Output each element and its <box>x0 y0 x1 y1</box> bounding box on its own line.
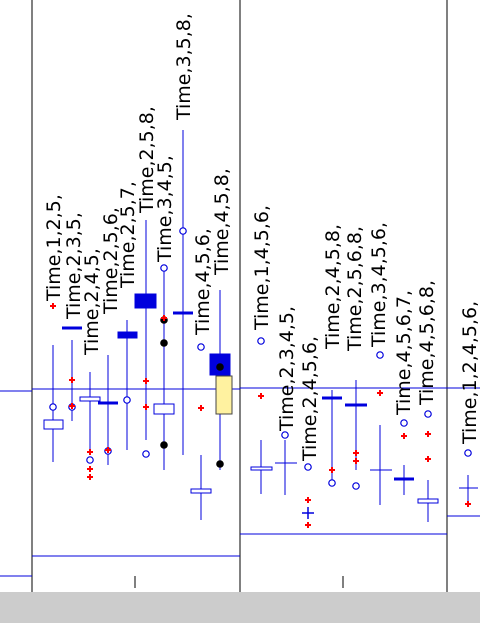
box-mark <box>190 488 212 494</box>
open-point <box>197 343 205 351</box>
series-label: Time,1,4,5,6, <box>251 205 273 331</box>
box-mark <box>153 403 175 415</box>
series-label: Time,3,4,5, <box>154 155 176 263</box>
series-label: Time,2,4,5, <box>81 248 103 356</box>
series-label: Time,2,5,7, <box>117 181 139 289</box>
open-point <box>281 431 289 439</box>
open-point <box>142 450 150 458</box>
box-mark <box>43 419 64 430</box>
filled-box <box>117 331 138 339</box>
series-label: Time,1,2,5, <box>43 194 65 302</box>
series-label: Time,2,5,8, <box>136 106 158 214</box>
series-label: Time,2,3,5, <box>63 212 85 320</box>
open-point <box>376 351 384 359</box>
open-point <box>123 396 131 404</box>
box-mark <box>250 466 273 471</box>
open-point <box>328 479 336 487</box>
series-label: Time,3,4,5,6, <box>368 222 390 348</box>
filled-point <box>160 339 168 347</box>
open-point <box>424 410 432 418</box>
status-strip <box>0 592 480 623</box>
open-point <box>304 463 312 471</box>
series-label: Time,1,2,4,5,6, <box>459 301 480 445</box>
series-label: Time,4,5,6, <box>192 228 214 336</box>
series-label: Time,2,4,5,6, <box>299 336 321 462</box>
series-label: Time,2,5,6,8, <box>344 226 366 352</box>
series-label: Time,2,3,4,5, <box>276 306 298 432</box>
box-mark <box>79 396 101 402</box>
box-mark <box>417 498 439 504</box>
series-label: Time,2,5,6, <box>100 207 122 315</box>
series-label: Time,4,5,8, <box>211 168 233 276</box>
open-point <box>179 227 187 235</box>
series-label: Time,4,5,6,8, <box>416 280 438 406</box>
open-point <box>49 403 57 411</box>
series-label: Time,4,5,6,7, <box>393 290 415 416</box>
filled-point <box>160 441 168 449</box>
highlight-box <box>215 375 233 415</box>
open-point <box>257 337 265 345</box>
open-point <box>400 419 408 427</box>
filled-point <box>216 363 224 371</box>
open-point <box>352 482 360 490</box>
series-label: Time,2,4,5,8, <box>322 224 344 350</box>
filled-point <box>216 460 224 468</box>
open-point <box>160 264 168 272</box>
open-point <box>86 456 94 464</box>
open-point <box>464 449 472 457</box>
series-label: Time,3,5,8, <box>173 13 195 121</box>
filled-box <box>134 293 157 309</box>
